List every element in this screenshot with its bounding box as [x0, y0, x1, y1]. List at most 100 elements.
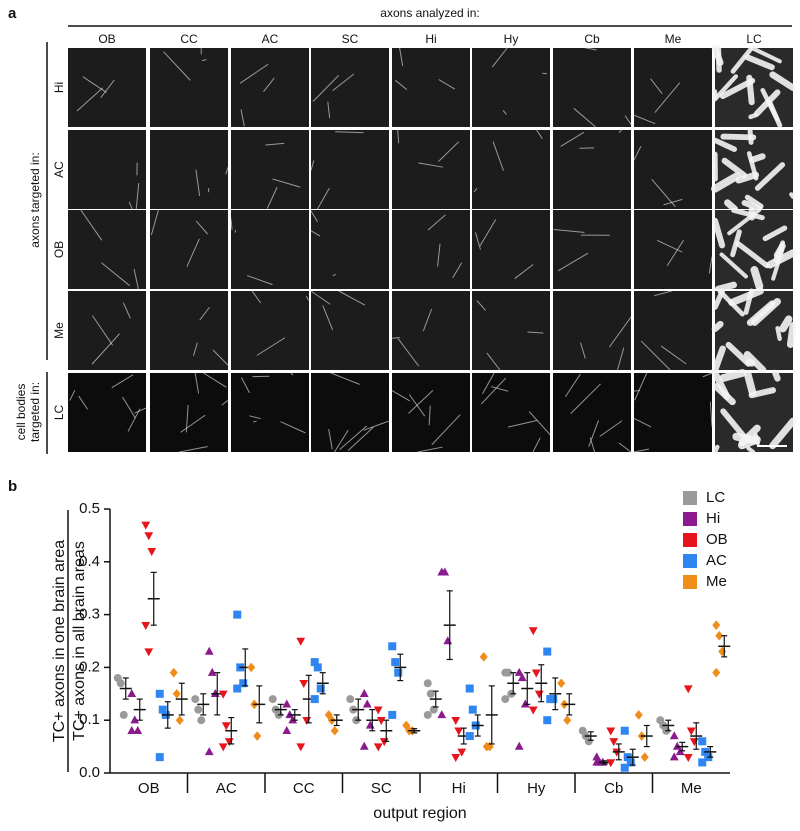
legend-label: Hi [706, 510, 720, 527]
point [620, 726, 629, 735]
fiber [743, 370, 757, 397]
fiber [633, 146, 642, 161]
x-tick-label: OB [138, 780, 160, 797]
micrograph [472, 291, 550, 371]
legend-swatch [683, 491, 697, 505]
y-tick-label: 0.4 [79, 553, 100, 570]
row-group-label: targeted in: [28, 382, 42, 442]
fiber [122, 302, 131, 319]
fiber [573, 108, 597, 128]
micrograph-background [311, 373, 389, 452]
fiber [616, 347, 625, 371]
fiber [633, 418, 652, 428]
y-axis-label: TC+ axons in one brain area [51, 540, 68, 742]
micrograph-background [472, 373, 550, 452]
micrograph-background [392, 210, 470, 289]
fiber [712, 137, 738, 152]
fiber [775, 326, 782, 342]
fiber [711, 172, 741, 193]
mean-sem [429, 690, 442, 708]
micrograph [553, 129, 631, 209]
fiber [418, 162, 443, 168]
row-group-label: cell bodies [14, 384, 28, 441]
point [316, 684, 325, 693]
micrograph-background [150, 210, 228, 289]
fiber [719, 369, 747, 382]
fiber [100, 79, 115, 98]
fiber [786, 322, 797, 348]
point [429, 705, 438, 714]
fiber [754, 162, 786, 191]
mean-sem [408, 728, 421, 734]
fiber [527, 331, 544, 334]
point [365, 720, 375, 729]
column-label: Hi [425, 32, 436, 46]
fiber [427, 214, 446, 231]
fiber [408, 390, 434, 414]
micrograph [711, 128, 796, 213]
fiber [749, 45, 782, 64]
fiber [746, 300, 776, 326]
point [686, 727, 696, 736]
micrograph [633, 372, 713, 453]
fiber [417, 446, 443, 453]
fiber [330, 372, 360, 385]
fiber [437, 243, 441, 267]
point [330, 725, 339, 736]
point [218, 743, 228, 752]
fiber [251, 290, 262, 304]
micrograph [392, 210, 470, 289]
mean-sem [549, 677, 562, 711]
mean-sem [175, 682, 188, 716]
micrograph [150, 130, 229, 209]
point [689, 738, 699, 747]
y-tick-label: 0.0 [79, 764, 100, 781]
micrograph [68, 48, 146, 127]
micrograph [634, 210, 713, 289]
fiber [253, 420, 257, 423]
micrograph [391, 291, 470, 370]
micrograph [150, 291, 229, 370]
column-label: Hy [504, 32, 519, 46]
mean-sem [640, 724, 653, 748]
fiber [199, 306, 210, 321]
x-tick-label: Cb [604, 780, 623, 797]
fiber [585, 47, 597, 51]
micrograph [711, 369, 797, 455]
fiber [335, 131, 364, 134]
fiber [78, 395, 88, 410]
micrograph [311, 48, 389, 127]
fiber [322, 305, 333, 331]
point [127, 689, 137, 697]
fiber [728, 287, 764, 307]
fiber [391, 337, 400, 339]
fiber [428, 405, 431, 426]
fiber [194, 372, 200, 394]
fiber [762, 225, 788, 242]
fiber [481, 377, 507, 405]
point [501, 695, 510, 704]
fiber [397, 338, 420, 367]
legend-swatch [683, 575, 697, 589]
fiber [565, 373, 581, 397]
micrograph [553, 47, 632, 128]
point [549, 695, 558, 704]
micrograph-background [68, 48, 146, 127]
fiber [347, 426, 374, 451]
fiber [265, 142, 285, 146]
fiber [633, 114, 656, 125]
point [451, 753, 461, 762]
point [233, 610, 242, 619]
point [468, 705, 477, 714]
mean-sem [507, 672, 520, 695]
fiber [558, 252, 589, 272]
point [233, 684, 242, 693]
fiber [180, 414, 206, 433]
point [465, 732, 474, 741]
point [698, 737, 707, 746]
fiber [241, 377, 250, 393]
fiber [560, 132, 584, 147]
fiber [720, 133, 757, 141]
fiber [128, 201, 133, 210]
point [144, 648, 154, 657]
